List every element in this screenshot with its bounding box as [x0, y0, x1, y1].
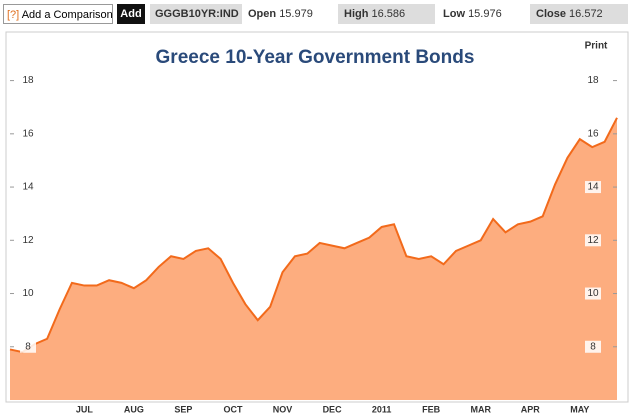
y-tick-label: 10	[22, 288, 34, 299]
y-tick-box	[585, 74, 601, 87]
y-tick-box	[585, 287, 601, 300]
open-value: 15.979	[279, 8, 313, 20]
y-tick-label: 8	[590, 341, 596, 352]
toolbar: [?] Add a Comparison Add GGGB10YR:IND Op…	[0, 0, 631, 28]
y-tick-box	[585, 340, 601, 353]
y-tick-box	[20, 127, 36, 140]
y-tick-label: 16	[22, 128, 34, 139]
open-label: Open	[248, 8, 277, 20]
y-tick-box	[585, 127, 601, 140]
y-tick-box	[20, 74, 36, 87]
x-tick-label: SEP	[174, 404, 192, 414]
low-label: Low	[443, 8, 465, 20]
y-tick-box	[20, 287, 36, 300]
x-tick-label: MAR	[470, 404, 491, 414]
y-tick-box	[585, 181, 601, 194]
high-label: High	[344, 8, 369, 20]
y-tick-box	[20, 340, 36, 353]
comparison-placeholder: Add a Comparison	[21, 9, 113, 21]
y-tick-label: 12	[587, 235, 599, 246]
close: Close 16.572	[530, 4, 628, 24]
y-tick-label: 14	[22, 182, 34, 193]
low: Low 15.976	[437, 4, 528, 24]
print-link[interactable]: Print	[585, 41, 608, 52]
chart-title: Greece 10-Year Government Bonds	[156, 47, 475, 68]
x-tick-label: APR	[521, 404, 541, 414]
line	[9, 117, 618, 354]
close-label: Close	[536, 8, 566, 20]
close-value: 16.572	[569, 8, 603, 20]
open: Open 15.979	[248, 4, 334, 24]
high-value: 16.586	[371, 8, 406, 20]
y-tick-label: 8	[25, 341, 31, 352]
y-tick-label: 16	[587, 128, 599, 139]
y-tick-label: 10	[587, 288, 599, 299]
x-tick-label: 2011	[372, 404, 392, 414]
area	[10, 117, 617, 401]
comparison-input[interactable]: [?] Add a Comparison	[3, 4, 113, 24]
x-tick-label: MAY	[570, 404, 589, 414]
ticker: GGGB10YR:IND	[150, 4, 242, 24]
x-tick-label: JUL	[76, 404, 94, 414]
x-tick-label: NOV	[273, 404, 293, 414]
y-tick-box	[20, 181, 36, 194]
y-tick-label: 18	[587, 75, 599, 86]
x-tick-label: OCT	[223, 404, 243, 414]
x-tick-label: DEC	[323, 404, 343, 414]
help[interactable]: [?]	[7, 9, 20, 21]
y-tick-box	[585, 234, 601, 247]
high: High 16.586	[338, 4, 435, 24]
y-tick-label: 18	[22, 75, 34, 86]
low-value: 15.976	[468, 8, 502, 20]
y-tick-box	[20, 234, 36, 247]
add-button[interactable]: Add	[117, 4, 145, 24]
y-tick-label: 12	[22, 235, 34, 246]
y-tick-label: 14	[587, 182, 599, 193]
x-tick-label: FEB	[422, 404, 441, 414]
x-tick-label: AUG	[124, 404, 144, 414]
